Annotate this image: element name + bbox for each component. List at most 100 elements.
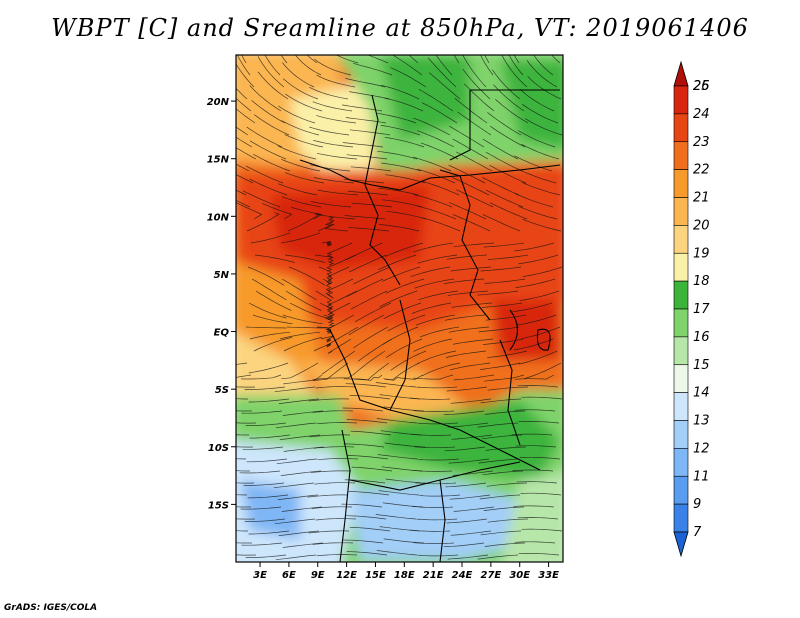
streamline xyxy=(253,337,293,352)
streamline xyxy=(386,210,427,220)
streamline xyxy=(452,214,491,232)
streamline xyxy=(313,343,332,352)
streamline xyxy=(280,470,322,476)
lake-outline xyxy=(536,328,551,351)
streamline xyxy=(485,151,523,172)
x-tick-label: 12E xyxy=(336,570,357,581)
streamline xyxy=(519,456,561,460)
colorbar-label: 26 xyxy=(693,79,710,94)
streamline xyxy=(321,241,332,247)
streamline xyxy=(248,362,289,374)
streamline xyxy=(236,174,254,184)
streamline xyxy=(449,125,485,148)
streamline xyxy=(250,232,291,244)
streamline xyxy=(444,446,486,452)
streamline xyxy=(381,162,422,172)
border-line xyxy=(329,329,541,471)
colorbar-swatch xyxy=(673,420,689,449)
streamline xyxy=(376,418,418,424)
streamline xyxy=(353,62,393,76)
streamline xyxy=(515,278,556,288)
streamline xyxy=(275,554,317,561)
streamline xyxy=(236,470,250,472)
streamline xyxy=(416,518,458,521)
streamline xyxy=(236,506,251,508)
streamline xyxy=(280,55,288,64)
streamline xyxy=(408,55,419,64)
streamline xyxy=(513,55,520,64)
streamline xyxy=(446,350,487,358)
streamline xyxy=(489,164,527,184)
streamline xyxy=(348,227,390,232)
streamline xyxy=(282,542,324,548)
streamline xyxy=(462,55,487,88)
colorbar-label: 16 xyxy=(693,330,710,345)
streamline xyxy=(313,362,349,381)
colorbar-label: 7 xyxy=(693,525,702,540)
streamline xyxy=(480,530,522,536)
border-line xyxy=(439,479,446,562)
streamline xyxy=(281,120,320,136)
field-ne-green-dark xyxy=(500,60,563,149)
streamline xyxy=(316,326,333,334)
streamline xyxy=(378,254,417,271)
streamline xyxy=(512,302,553,313)
country-borders xyxy=(299,89,561,562)
streamline xyxy=(412,506,454,508)
streamline xyxy=(513,505,555,508)
border-line xyxy=(364,94,401,286)
streamline xyxy=(462,68,491,100)
streamline xyxy=(344,215,386,220)
streamline xyxy=(295,55,322,76)
streamline xyxy=(236,482,255,484)
streamline xyxy=(236,422,257,424)
streamline xyxy=(313,139,354,148)
streamline xyxy=(312,410,354,413)
streamline xyxy=(446,254,488,260)
streamline xyxy=(246,458,288,463)
streamline xyxy=(514,541,556,544)
streamline xyxy=(521,143,560,160)
streamline xyxy=(349,254,387,273)
streamline xyxy=(345,117,387,124)
streamline xyxy=(508,55,524,76)
streamline xyxy=(282,410,324,416)
streamline xyxy=(349,91,390,100)
streamline xyxy=(346,419,388,424)
streamline xyxy=(326,254,357,272)
streamline xyxy=(519,89,555,112)
streamline xyxy=(378,490,420,496)
streamline xyxy=(484,374,525,382)
streamline xyxy=(526,60,558,88)
colorbar-label: 15 xyxy=(693,358,710,373)
streamline xyxy=(342,142,384,148)
streamline xyxy=(321,350,356,375)
lake-outline xyxy=(509,309,519,351)
streamline xyxy=(418,290,459,301)
streamline xyxy=(514,409,556,412)
streamline xyxy=(429,72,461,100)
streamline xyxy=(327,266,350,285)
streamline xyxy=(376,550,418,556)
streamline xyxy=(451,434,493,440)
streamline xyxy=(245,326,287,329)
streamline xyxy=(241,55,247,64)
streamline xyxy=(380,84,420,100)
streamline xyxy=(287,213,321,232)
streamline xyxy=(487,518,529,523)
streamline xyxy=(236,63,255,88)
streamline xyxy=(345,515,387,520)
streamline xyxy=(315,386,357,389)
streamline xyxy=(384,242,424,257)
streamline xyxy=(385,174,426,184)
streamline xyxy=(236,108,256,124)
colorbar-label: 9 xyxy=(693,497,701,512)
streamline xyxy=(551,55,561,64)
streamline xyxy=(443,542,485,548)
colorbar-swatch xyxy=(673,85,689,115)
streamline xyxy=(350,430,392,436)
streamline xyxy=(281,506,323,512)
streamline xyxy=(254,254,295,263)
colorbar-swatch xyxy=(673,336,689,366)
streamline xyxy=(443,278,485,285)
